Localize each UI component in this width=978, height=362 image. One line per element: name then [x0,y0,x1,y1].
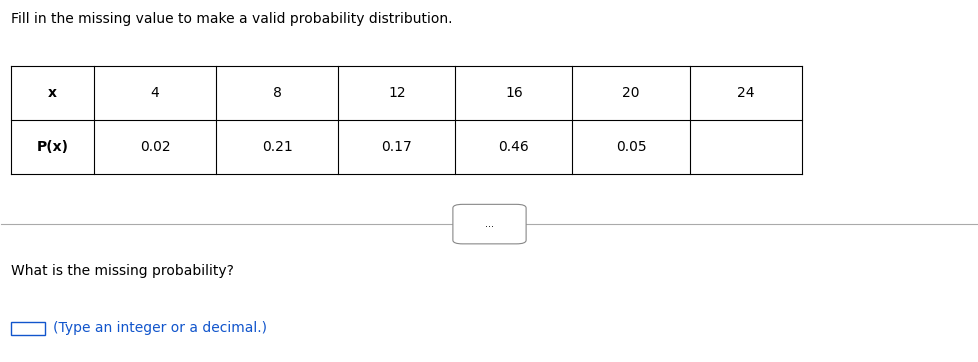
Text: x: x [48,86,57,100]
Text: 20: 20 [622,86,640,100]
Text: 0.17: 0.17 [381,140,412,154]
Text: 24: 24 [736,86,754,100]
Text: 0.46: 0.46 [498,140,529,154]
Text: 0.02: 0.02 [140,140,170,154]
Text: What is the missing probability?: What is the missing probability? [11,264,234,278]
Text: ...: ... [484,219,494,229]
Text: 8: 8 [273,86,282,100]
Text: Fill in the missing value to make a valid probability distribution.: Fill in the missing value to make a vali… [11,12,452,26]
Text: 4: 4 [151,86,159,100]
Text: P(x): P(x) [36,140,68,154]
Text: 12: 12 [387,86,405,100]
Text: 16: 16 [505,86,522,100]
Text: (Type an integer or a decimal.): (Type an integer or a decimal.) [53,321,267,335]
Text: 0.05: 0.05 [615,140,645,154]
FancyBboxPatch shape [11,322,45,334]
Text: 0.21: 0.21 [261,140,292,154]
FancyBboxPatch shape [453,205,525,244]
